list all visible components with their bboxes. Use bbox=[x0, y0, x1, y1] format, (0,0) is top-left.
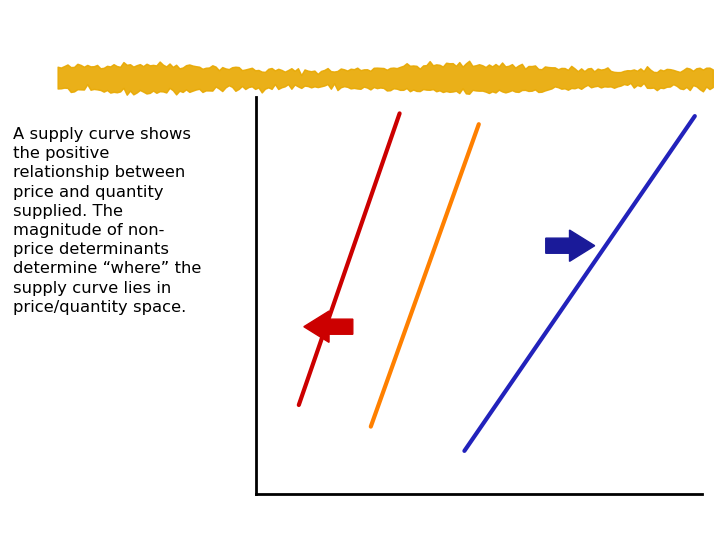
FancyArrow shape bbox=[546, 230, 595, 261]
FancyArrow shape bbox=[304, 311, 353, 342]
Text: A supply curve shows
the positive
relationship between
price and quantity
suppli: A supply curve shows the positive relati… bbox=[13, 127, 202, 315]
